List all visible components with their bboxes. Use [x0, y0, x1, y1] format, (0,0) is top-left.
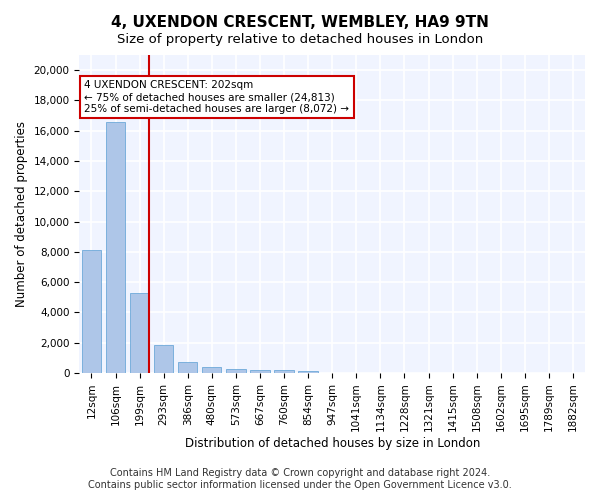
Bar — [130, 292, 149, 373]
X-axis label: Distribution of detached houses by size in London: Distribution of detached houses by size … — [185, 437, 480, 450]
Bar — [154, 345, 173, 373]
Bar — [178, 362, 197, 373]
Bar — [82, 250, 101, 373]
Text: Size of property relative to detached houses in London: Size of property relative to detached ho… — [117, 32, 483, 46]
Text: 4, UXENDON CRESCENT, WEMBLEY, HA9 9TN: 4, UXENDON CRESCENT, WEMBLEY, HA9 9TN — [111, 15, 489, 30]
Text: 4 UXENDON CRESCENT: 202sqm
← 75% of detached houses are smaller (24,813)
25% of : 4 UXENDON CRESCENT: 202sqm ← 75% of deta… — [85, 80, 349, 114]
Bar — [106, 122, 125, 373]
Text: Contains HM Land Registry data © Crown copyright and database right 2024.
Contai: Contains HM Land Registry data © Crown c… — [88, 468, 512, 490]
Bar — [202, 368, 221, 373]
Y-axis label: Number of detached properties: Number of detached properties — [15, 121, 28, 307]
Bar — [226, 369, 245, 373]
Bar — [274, 370, 293, 373]
Bar — [250, 370, 269, 373]
Bar — [298, 370, 318, 373]
